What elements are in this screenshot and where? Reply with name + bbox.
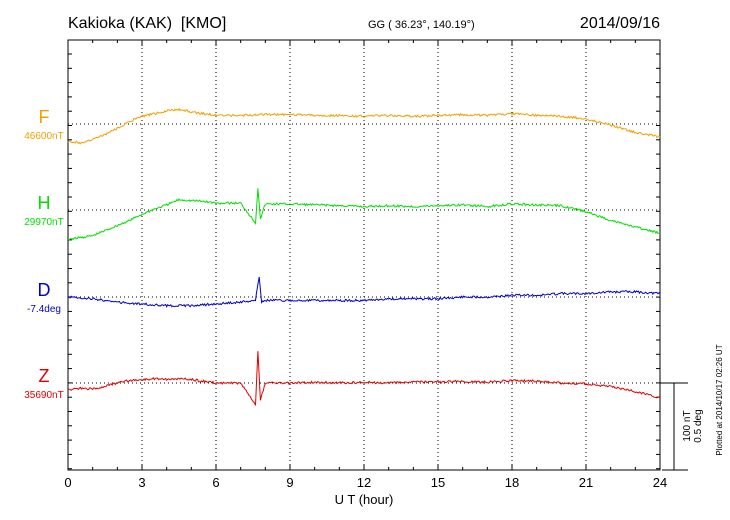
x-tick-label: 15	[431, 475, 445, 490]
x-tick-label: 18	[505, 475, 519, 490]
baseline-value-z: 35690nT	[24, 390, 63, 401]
x-tick-label: 6	[212, 475, 219, 490]
plotted-timestamp: Plotted at 2014/10/17 02:26 UT	[715, 344, 724, 455]
component-label-d: D	[38, 280, 51, 300]
component-labels: F 46600nT H 29970nT D -7.4deg Z 35690nT	[24, 107, 63, 401]
x-tick-label: 24	[653, 475, 667, 490]
component-label-z: Z	[39, 366, 50, 386]
baseline-value-f: 46600nT	[24, 131, 63, 142]
component-label-h: H	[38, 193, 51, 213]
x-axis-label: U T (hour)	[335, 492, 394, 507]
scale-bar: 100 nT 0.5 deg	[660, 382, 704, 471]
date-label: 2014/09/16	[580, 15, 660, 32]
series-lines	[67, 107, 661, 406]
series-line-d	[67, 276, 661, 308]
scale-bar-deg-label: 0.5 deg	[693, 409, 704, 442]
x-tick-label: 0	[64, 475, 71, 490]
x-tick-label: 3	[138, 475, 145, 490]
x-tick-label: 9	[286, 475, 293, 490]
coordinates-label: GG ( 36.23°, 140.19°)	[368, 19, 475, 31]
x-tick-label: 21	[579, 475, 593, 490]
x-tick-label: 12	[357, 475, 371, 490]
series-line-z	[67, 351, 661, 406]
baseline-value-d: -7.4deg	[27, 304, 61, 315]
x-axis-ticks: 0 3 6 9 12 15 18 21 24	[64, 40, 667, 490]
series-line-h	[67, 188, 660, 241]
scale-bar-nt-label: 100 nT	[682, 410, 693, 441]
component-label-f: F	[39, 107, 50, 127]
series-line-f	[67, 107, 661, 145]
grid-lines	[68, 40, 660, 470]
station-title: Kakioka (KAK) [KMO]	[68, 15, 226, 32]
baseline-value-h: 29970nT	[24, 217, 63, 228]
